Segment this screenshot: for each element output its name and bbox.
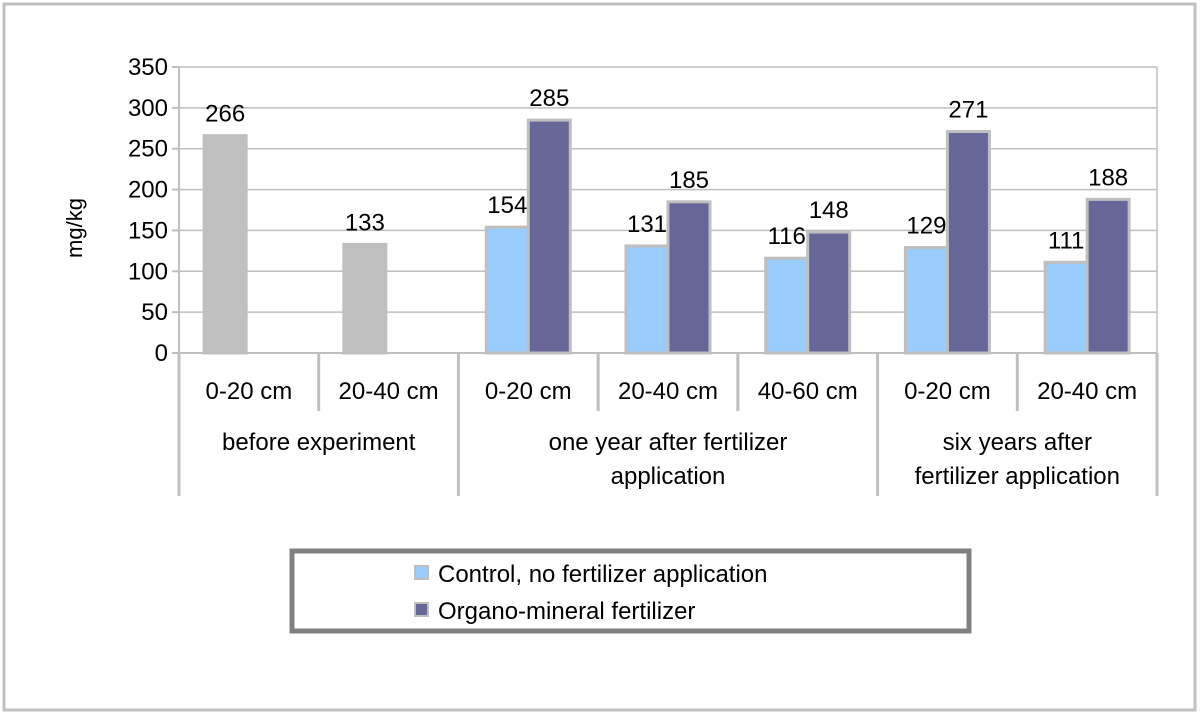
- legend-box: [289, 548, 972, 634]
- x-category-label: 0-20 cm: [904, 378, 991, 405]
- bar-control: [624, 244, 670, 355]
- legend-label-organo: Organo-mineral fertilizer: [438, 598, 695, 625]
- x-category-label: 40-60 cm: [758, 378, 858, 405]
- bar-control: [764, 256, 810, 355]
- y-tick-label: 200: [128, 177, 168, 204]
- x-category-label: 0-20 cm: [206, 378, 293, 405]
- bar-before: [342, 242, 388, 355]
- bar-organo: [526, 118, 572, 355]
- data-label: 154: [487, 192, 527, 219]
- data-label: 133: [345, 209, 385, 236]
- legend-swatch-organo: [414, 602, 429, 617]
- x-category-label: 20-40 cm: [618, 378, 718, 405]
- bar-organo: [1085, 197, 1131, 355]
- y-tick-label: 250: [128, 136, 168, 163]
- y-tick-label: 0: [155, 340, 168, 367]
- y-axis-title: mg/kg: [62, 198, 87, 258]
- legend-swatch-control: [414, 565, 429, 580]
- data-label: 188: [1088, 164, 1128, 191]
- bar-control: [1043, 260, 1089, 355]
- data-label: 111: [1048, 227, 1084, 254]
- data-label: 266: [205, 101, 245, 128]
- data-label: 271: [948, 97, 988, 124]
- x-group-label: before experiment: [222, 429, 416, 456]
- legend: Control, no fertilizer application Organ…: [289, 548, 972, 634]
- axes: 0 50 100 150 200 250 300 350 0-20 cm 20-40 cm 0-20…: [128, 54, 1159, 496]
- bar-control: [484, 225, 530, 355]
- x-group-label: fertilizer application: [915, 463, 1120, 490]
- y-tick-label: 300: [128, 95, 168, 122]
- bar-control: [903, 246, 949, 355]
- x-category-label: 20-40 cm: [339, 378, 439, 405]
- y-tick-label: 150: [128, 217, 168, 244]
- bar-before: [202, 134, 248, 355]
- x-category-label: 20-40 cm: [1037, 378, 1137, 405]
- y-tick-label: 50: [141, 299, 168, 326]
- bars: [202, 118, 1131, 355]
- x-group-label: one year after fertilizer: [549, 429, 788, 456]
- legend-label-control: Control, no fertilizer application: [438, 561, 768, 588]
- data-label: 116: [768, 223, 806, 250]
- data-label: 148: [809, 197, 849, 224]
- data-label: 129: [906, 213, 946, 240]
- x-group-label: six years after: [943, 429, 1092, 456]
- legend-item-organo: Organo-mineral fertilizer: [414, 598, 695, 625]
- y-tick-label: 100: [128, 258, 168, 285]
- data-label: 131: [627, 211, 667, 238]
- bar-organo: [666, 200, 712, 355]
- bar-organo: [806, 230, 852, 355]
- x-group-label: application: [611, 463, 726, 490]
- legend-item-control: Control, no fertilizer application: [414, 561, 768, 588]
- bar-organo: [945, 130, 991, 355]
- x-category-label: 0-20 cm: [485, 378, 572, 405]
- data-label: 285: [529, 85, 569, 112]
- data-label: 185: [669, 167, 709, 194]
- y-tick-label: 350: [128, 54, 168, 81]
